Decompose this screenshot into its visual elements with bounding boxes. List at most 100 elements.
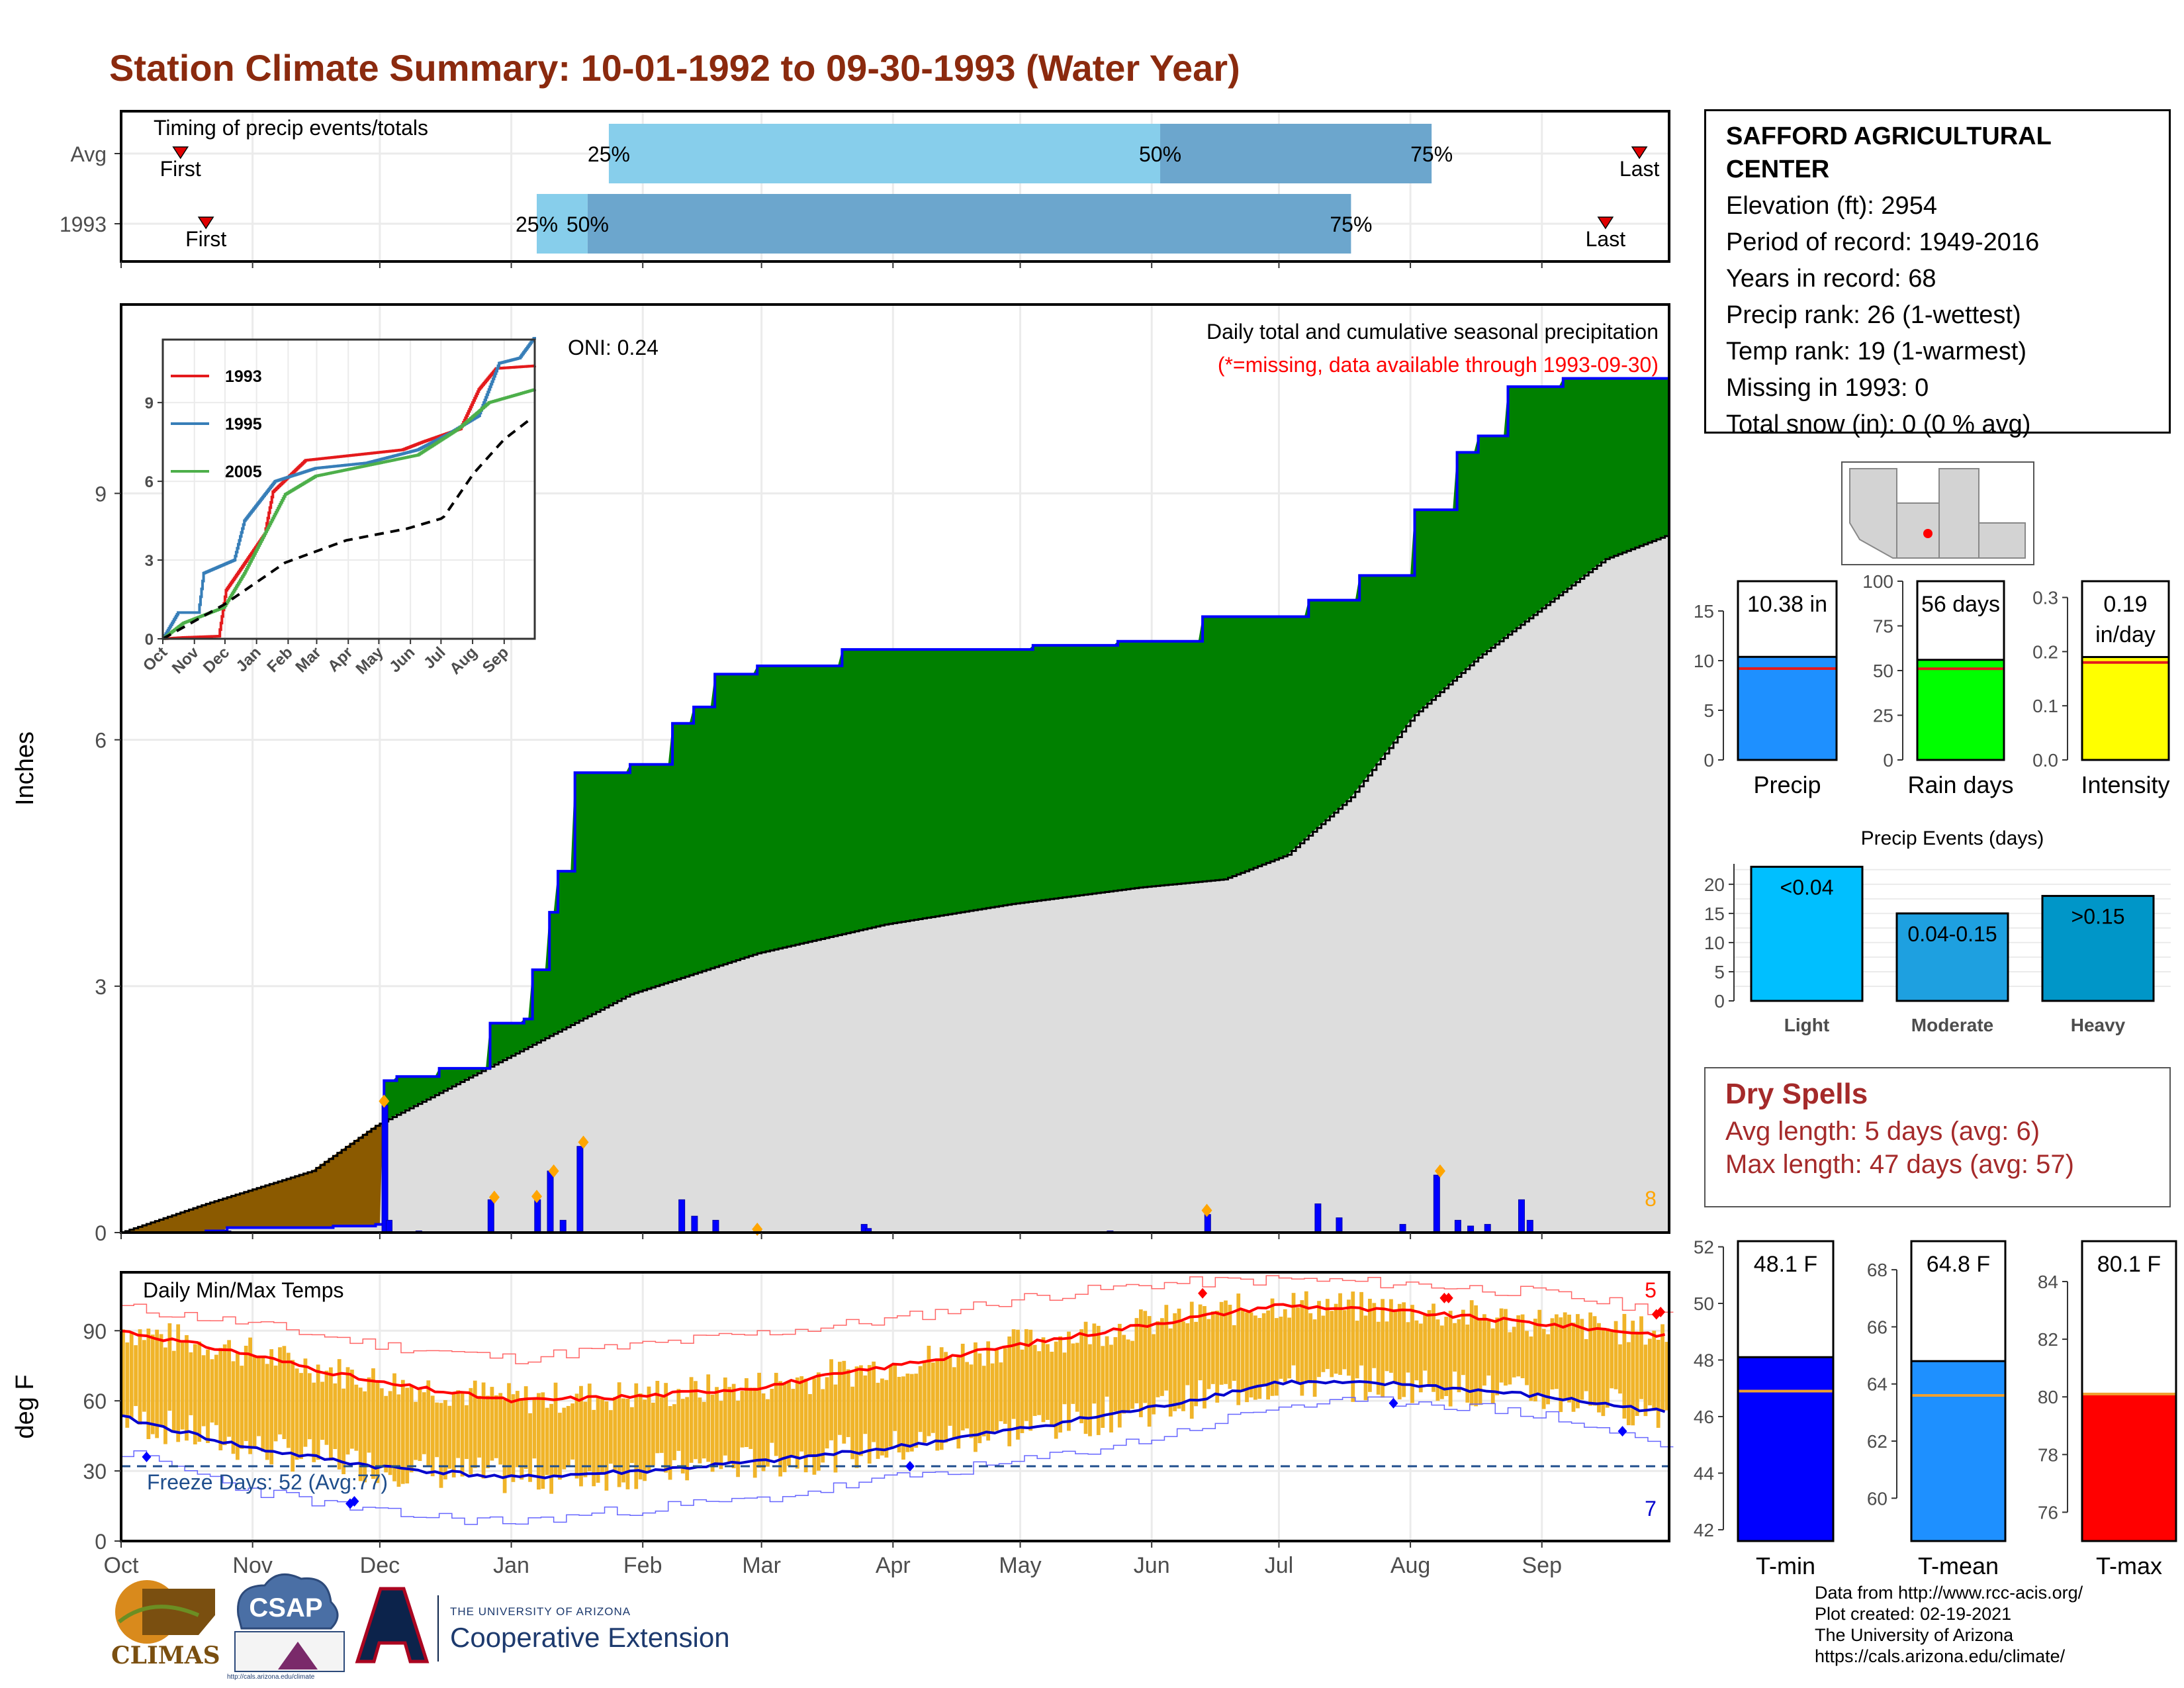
temps-daily-bar [354,1384,359,1451]
temps-daily-bar [1194,1321,1199,1407]
temps-daily-bar [236,1352,240,1460]
temps-daily-bar [269,1349,274,1465]
temps-daily-bar [1245,1312,1249,1403]
mini_tmin-value-label: 48.1 F [1754,1252,1817,1277]
temps-daily-bar [833,1384,838,1473]
temps-daily-bar [507,1383,511,1476]
csap-logo-text: CSAP [249,1593,322,1622]
temps-daily-bar [731,1383,736,1469]
temps-daily-bar [986,1341,991,1441]
temps-daily-bar [443,1400,447,1479]
inset-series-1995 [162,337,536,640]
temps-daily-bar [1622,1313,1627,1419]
precip-daily-bar [487,1199,494,1233]
temps-daily-bar [715,1387,719,1463]
temps-daily-bar [1079,1329,1084,1424]
temps-daily-bar [1113,1336,1118,1412]
temps-daily-bar [1457,1319,1461,1393]
temps-daily-bar [1287,1317,1292,1379]
events-bar-heavy [2041,894,2155,1002]
temps-record-high-marker [1443,1292,1453,1303]
temps-daily-bar [439,1403,443,1488]
events-bar-moderate [1895,912,2009,1002]
temps-daily-bar [1203,1306,1206,1409]
temps-xtick-label: Aug [1390,1553,1431,1578]
temps-daily-bar [1028,1329,1033,1431]
temps-daily-bar [1529,1336,1533,1401]
mini_tmax-ytick-label: 80 [2038,1387,2058,1407]
temps-daily-bar [1342,1310,1347,1370]
inset-series-average [162,416,534,640]
temps-daily-bar [405,1387,410,1483]
temps-daily-bar [1071,1343,1075,1404]
temps-daily-bar [422,1392,426,1454]
station-temp-rank: Temp rank: 19 (1-warmest) [1726,338,2027,365]
temps-daily-bar [1317,1301,1321,1378]
temps-daily-bar [197,1341,202,1442]
temps-daily-bar [1275,1318,1279,1396]
temps-daily-bar [371,1368,375,1479]
mini_tmean-value-label: 64.8 F [1927,1252,1990,1277]
temps-daily-bar [1512,1327,1516,1378]
temps-daily-bar [1461,1309,1465,1376]
temps-daily-bar [511,1394,516,1482]
mini_tmean-bar [1910,1360,2007,1542]
temps-daily-bar [795,1377,799,1469]
temps-daily-bar [600,1399,604,1473]
temps-count-min: 7 [1645,1497,1657,1521]
temps-daily-bar [761,1393,766,1472]
temps-daily-bar [1236,1293,1241,1405]
temps-daily-bar [1168,1328,1173,1417]
temps-daily-bar [1088,1344,1092,1436]
temps-daily-bar [384,1395,388,1473]
temps-daily-bar [842,1360,846,1444]
precip-title: Daily total and cumulative seasonal prec… [1206,320,1659,344]
temps-daily-bar [1189,1301,1194,1419]
temps-daily-bar [867,1365,872,1464]
temps-daily-bar [829,1359,833,1440]
mini_precip-value-label: 10.38 in [1747,592,1827,617]
temps-daily-bar [1291,1293,1296,1366]
temps-daily-bar [706,1374,711,1462]
temps-daily-bar [1308,1313,1313,1383]
timing-label-50: 50% [1139,142,1181,166]
precip-daily-bar [1433,1174,1440,1233]
precip-daily-bar [534,1199,541,1233]
temps-daily-bar [1122,1335,1126,1414]
temps-daily-bar [1486,1319,1491,1376]
temps-daily-bar [1368,1299,1372,1392]
temps-daily-bar [702,1401,706,1459]
temps-daily-bar [872,1361,876,1442]
temps-xtick-label: Jul [1265,1553,1293,1578]
credits-line4: https://cals.arizona.edu/climate/ [1815,1646,2066,1666]
temps-daily-bar [1138,1309,1143,1417]
temps-daily-bar [990,1363,995,1434]
precip-event-marker [379,1094,390,1108]
temps-daily-bar [248,1337,253,1454]
temps-daily-bar [1597,1323,1601,1413]
temps-daily-bar [680,1399,685,1474]
mini_intensity-ytick-label: 0.0 [2032,750,2058,771]
temps-freeze-label: Freeze Days: 52 (Avg:77) [147,1470,388,1494]
temps-chart: Daily Min/Max Temps Freeze Days: 52 (Avg:… [11,1271,1674,1578]
temps-ylabel: deg F [11,1374,39,1438]
timing-frame [120,110,1670,263]
climas-logo-swoosh [118,1605,200,1624]
precip-daily-bar [712,1219,719,1233]
temps-daily-bar [999,1362,1003,1422]
timing-marker-first [172,146,189,160]
temps-xtick-label: Dec [360,1553,400,1578]
precip-event-marker [1434,1164,1445,1178]
csap-logo-cloud [237,1573,339,1630]
temps-daily-bar [1249,1312,1253,1398]
temps-record-tmax-line [121,1275,1674,1364]
temps-daily-bar [523,1386,528,1470]
temps-daily-bar [1126,1339,1130,1413]
temps-daily-bar [1143,1311,1148,1403]
mini_raindays-ytick-label: 75 [1873,616,1893,637]
events-ytick-label: 0 [1714,991,1725,1011]
precip-daily-bar [1336,1217,1343,1233]
temps-daily-bar [426,1380,431,1466]
mini_raindays-frame [1916,580,2005,761]
